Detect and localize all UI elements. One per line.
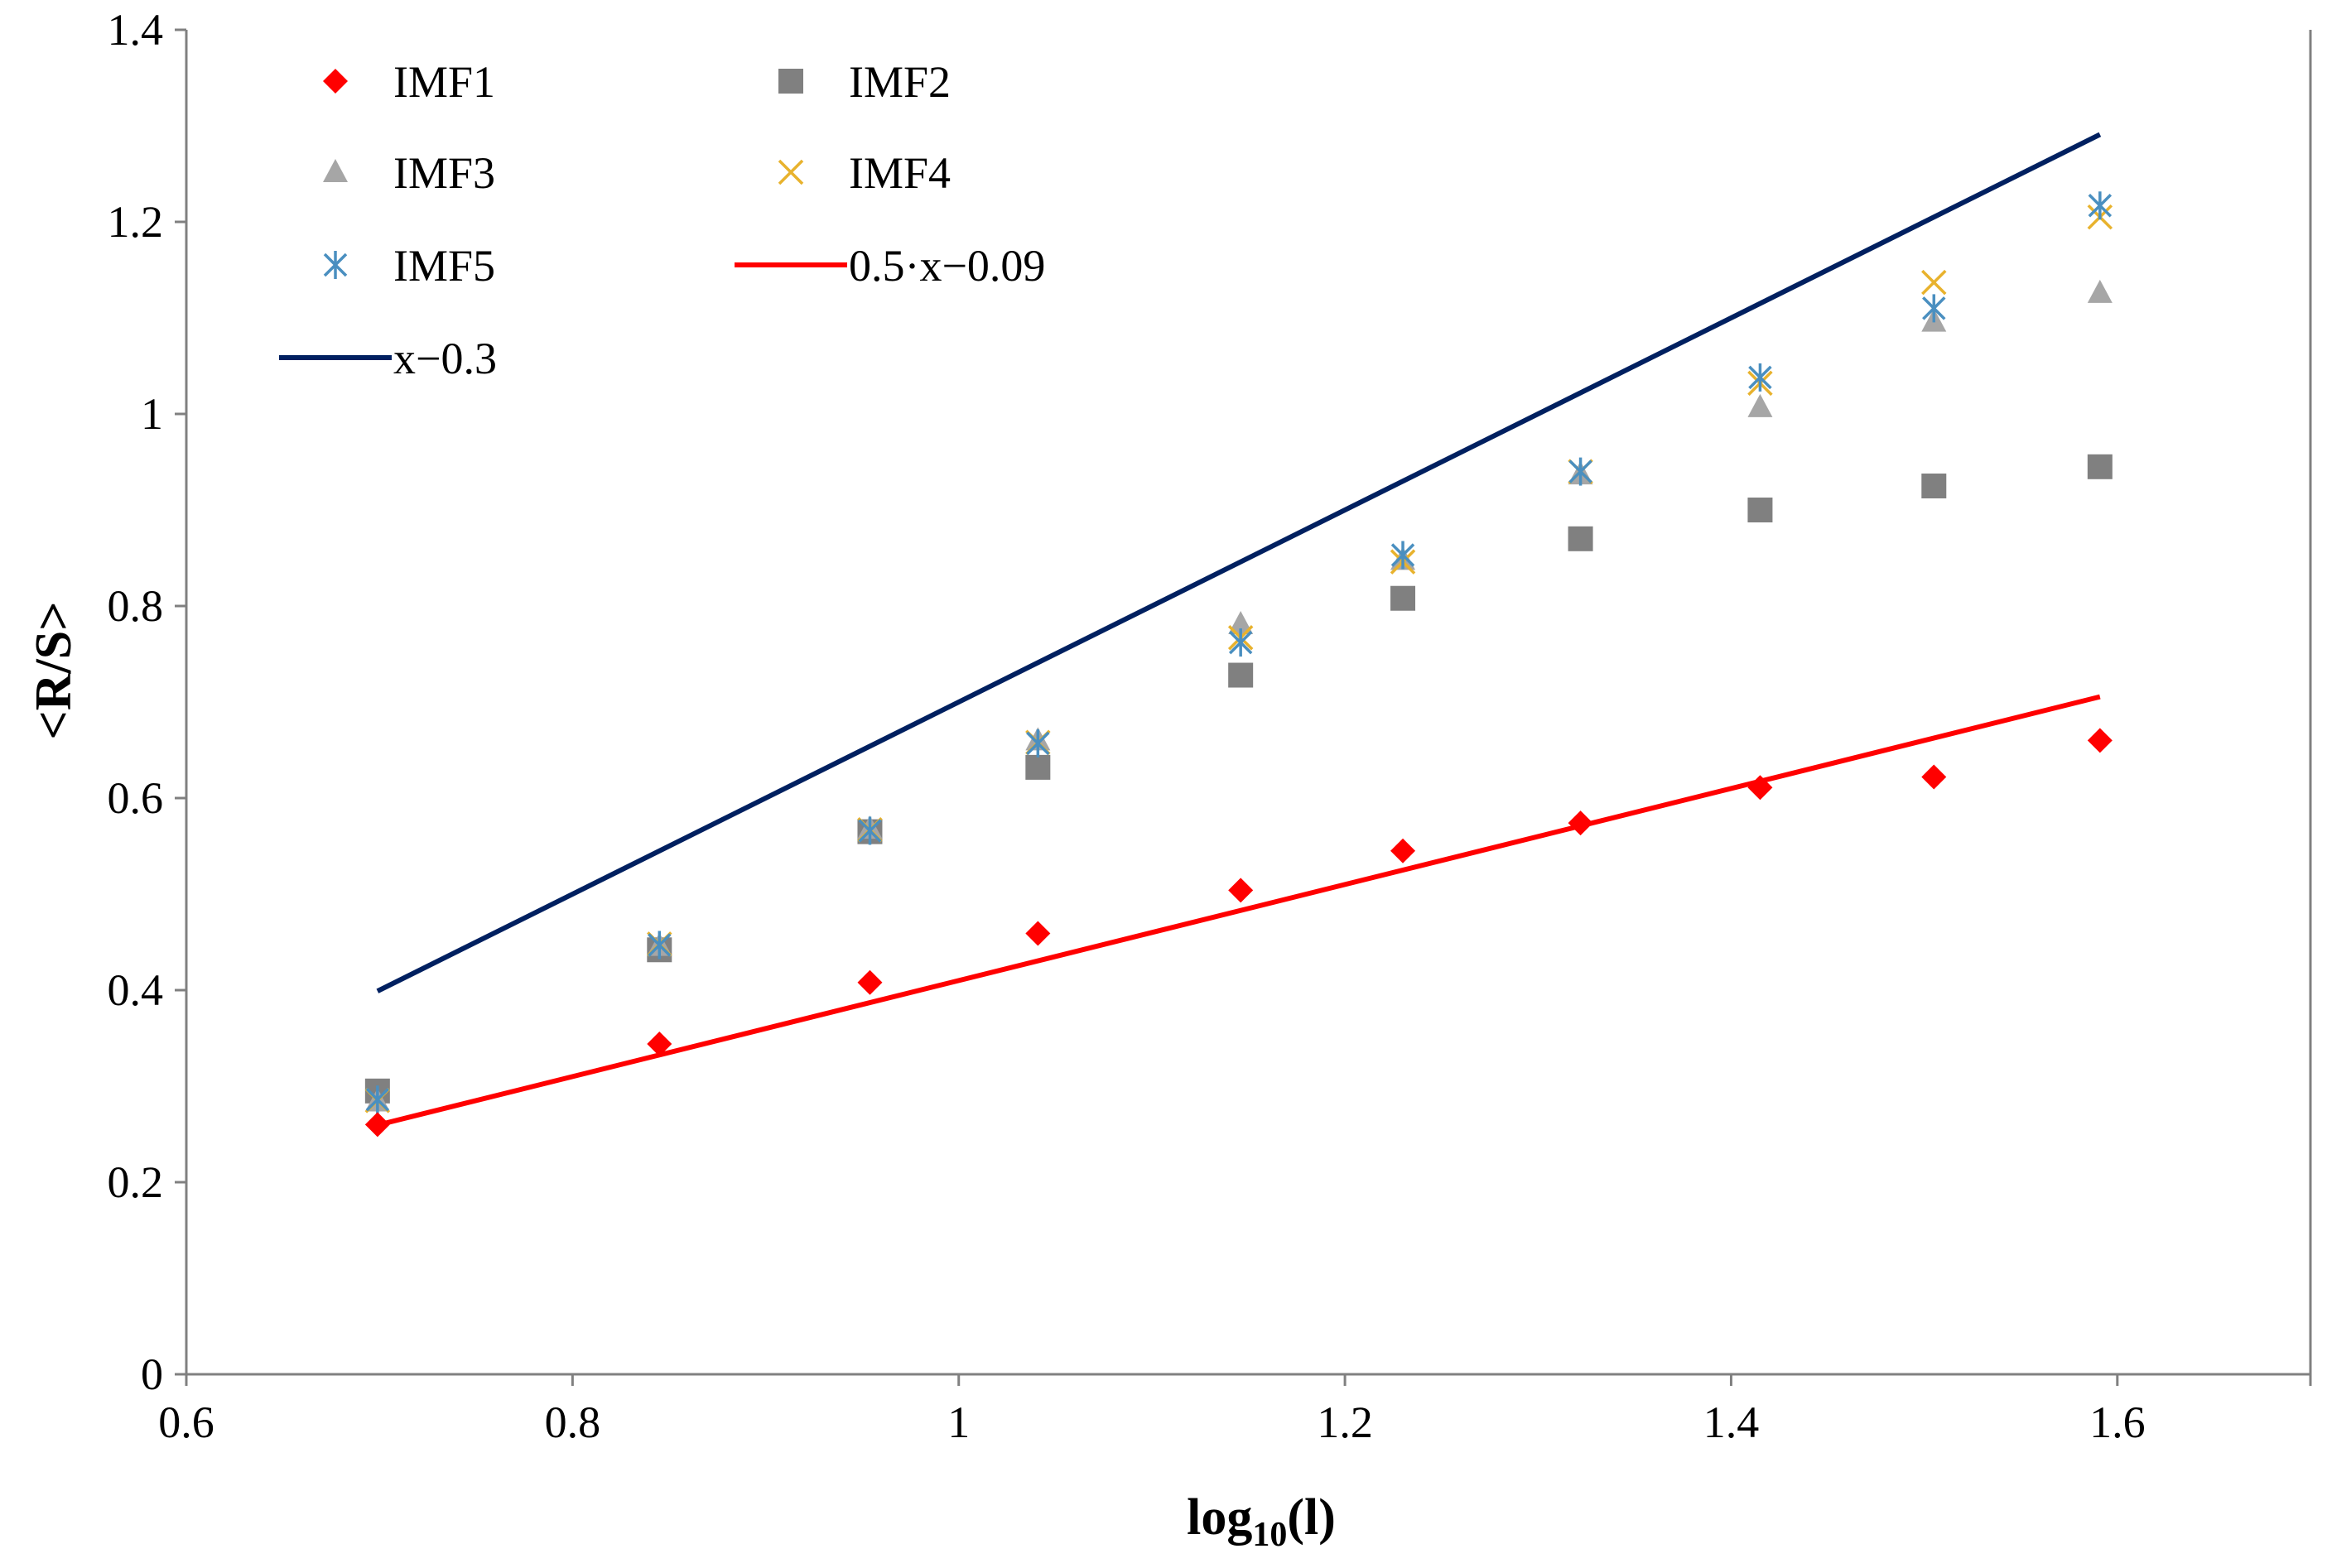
- data-point-imf5: [1568, 457, 1592, 486]
- legend-marker-imf4: [778, 159, 804, 185]
- data-point-imf1: [1390, 838, 1416, 863]
- legend-marker-imf1: [323, 69, 348, 94]
- legend-item: 0.5·x−0.09: [735, 241, 1045, 291]
- x-tick-label: 1: [947, 1397, 970, 1447]
- data-point-imf1: [1747, 775, 1773, 801]
- data-point-imf4-stroke: [1921, 269, 1947, 296]
- legend-marker-imf3: [323, 159, 348, 182]
- y-tick-label: 0.8: [108, 581, 164, 631]
- x-tick-label: 1.2: [1317, 1397, 1373, 1447]
- fit-line: [376, 132, 2102, 993]
- legend-item: IMF1: [323, 57, 495, 107]
- legend-marker-imf4-stroke: [778, 159, 804, 185]
- data-point-imf5: [1390, 541, 1415, 570]
- y-tick-label: 1.4: [108, 5, 164, 55]
- data-point-imf1: [2087, 728, 2113, 753]
- data-point-imf2: [1228, 662, 1254, 688]
- legend-label: IMF2: [849, 57, 951, 107]
- legend-item: IMF2: [778, 57, 951, 107]
- data-point-imf3: [1228, 611, 1254, 635]
- y-tick-label: 0.2: [108, 1157, 164, 1207]
- data-point-imf4: [1921, 269, 1947, 296]
- data-point-imf2: [2087, 454, 2113, 479]
- legend-item: x−0.3: [279, 334, 497, 383]
- data-point-imf1: [1568, 810, 1593, 836]
- x-tick-label: 1.6: [2089, 1397, 2146, 1447]
- legend-label: IMF3: [393, 148, 495, 198]
- y-tick-label: 1: [141, 389, 163, 439]
- data-point-imf1: [364, 1112, 390, 1138]
- y-tick-label: 1.2: [108, 197, 164, 247]
- data-point-imf3: [2087, 279, 2113, 303]
- data-point-imf2: [1025, 754, 1051, 780]
- y-tick-label: 0.6: [108, 773, 164, 823]
- y-tick-label: 0.4: [108, 965, 164, 1015]
- legend-label: 0.5·x−0.09: [849, 241, 1045, 291]
- legend-label: IMF4: [849, 148, 951, 198]
- x-axis-title-suffix: (l): [1287, 1489, 1336, 1546]
- y-axis-title: <R/S>: [26, 601, 82, 739]
- legend-item: IMF3: [323, 148, 495, 198]
- data-point-imf1: [857, 969, 883, 995]
- data-point-imf5: [365, 1085, 390, 1114]
- data-point-imf3: [1747, 393, 1773, 417]
- legend-marker-imf2: [778, 69, 803, 94]
- x-axis-title-main: log: [1187, 1489, 1252, 1546]
- legend-label: x−0.3: [393, 334, 497, 383]
- legend-label: IMF5: [393, 241, 495, 291]
- fit-lines: [376, 132, 2102, 1128]
- x-tick-label: 0.8: [545, 1397, 601, 1447]
- data-point-imf2: [1568, 526, 1593, 551]
- data-point-imf1: [1921, 764, 1947, 790]
- data-point-imf5: [858, 816, 882, 845]
- x-tick-label: 0.6: [158, 1397, 214, 1447]
- tick-labels: 0 0.2 0.4 0.6 0.8 1 1.2 1.4 0.6 0.8 1 1.2 1.4 1.6: [108, 5, 2146, 1447]
- data-point-imf5: [648, 931, 672, 960]
- data-point-imf2: [1747, 498, 1773, 522]
- data-points: [364, 191, 2113, 1138]
- data-point-imf1: [1228, 878, 1254, 903]
- data-point-imf5: [1748, 363, 1772, 392]
- x-tick-label: 1.4: [1703, 1397, 1760, 1447]
- x-axis-title-subscript: 10: [1252, 1516, 1287, 1554]
- data-point-imf5: [2088, 191, 2113, 220]
- data-point-imf1: [1025, 921, 1051, 946]
- y-tick-label: 0: [141, 1349, 163, 1399]
- data-point-imf2: [1390, 585, 1416, 611]
- x-axis-title: log10(l): [1187, 1489, 1336, 1554]
- axes: [175, 28, 2312, 1386]
- fit-line: [377, 694, 2101, 1128]
- legend-marker-imf5: [323, 251, 348, 279]
- data-point-imf1: [647, 1031, 672, 1056]
- data-point-imf5: [1922, 294, 1946, 323]
- legend-label: IMF1: [393, 57, 495, 107]
- legend-item: IMF4: [778, 148, 951, 198]
- legend: IMF1 IMF2 IMF3 IMF4 IMF5 0.5·x−0.09 x−0.3: [279, 57, 1045, 383]
- legend-item: IMF5: [323, 241, 495, 291]
- data-point-imf2: [1921, 474, 1947, 498]
- data-point-imf5: [1228, 628, 1253, 657]
- data-point-imf5: [1026, 729, 1050, 758]
